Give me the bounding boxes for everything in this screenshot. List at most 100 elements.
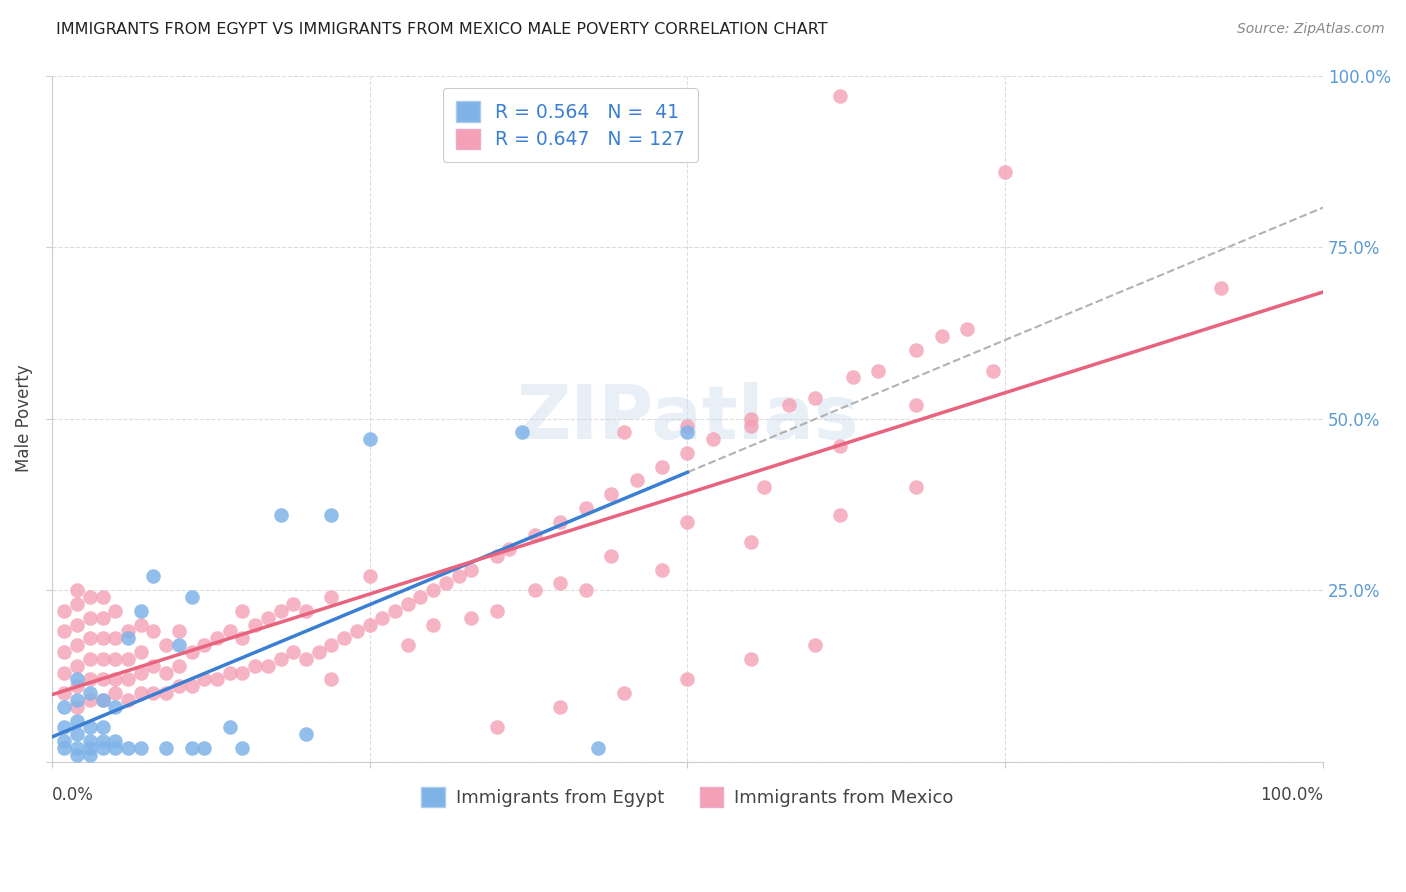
Point <box>359 569 381 583</box>
Point <box>434 576 457 591</box>
Point <box>129 686 152 700</box>
Point <box>53 665 76 680</box>
Point <box>66 741 89 756</box>
Point <box>231 604 253 618</box>
Point <box>828 508 851 522</box>
Point <box>485 721 508 735</box>
Point <box>91 741 114 756</box>
Point <box>321 590 343 604</box>
Point <box>66 638 89 652</box>
Point <box>180 679 202 693</box>
Point <box>104 741 127 756</box>
Point <box>283 597 305 611</box>
Point <box>905 343 928 357</box>
Point <box>91 721 114 735</box>
Point <box>346 624 368 639</box>
Point <box>931 329 953 343</box>
Point <box>142 624 165 639</box>
Point <box>257 610 280 624</box>
Point <box>740 652 762 666</box>
Point <box>79 693 101 707</box>
Point <box>359 432 381 446</box>
Point <box>167 638 190 652</box>
Point <box>868 363 890 377</box>
Point <box>91 652 114 666</box>
Point <box>180 741 202 756</box>
Point <box>142 569 165 583</box>
Point <box>575 500 598 515</box>
Legend: Immigrants from Egypt, Immigrants from Mexico: Immigrants from Egypt, Immigrants from M… <box>413 780 960 814</box>
Point <box>460 610 482 624</box>
Point <box>104 652 127 666</box>
Point <box>53 604 76 618</box>
Point <box>308 645 330 659</box>
Point <box>321 673 343 687</box>
Point <box>91 673 114 687</box>
Point <box>243 617 266 632</box>
Point <box>321 638 343 652</box>
Point <box>243 658 266 673</box>
Point <box>66 583 89 598</box>
Point <box>740 418 762 433</box>
Point <box>231 741 253 756</box>
Point <box>359 617 381 632</box>
Point <box>295 652 318 666</box>
Point <box>129 741 152 756</box>
Point <box>104 734 127 748</box>
Point <box>485 549 508 563</box>
Point <box>66 597 89 611</box>
Point <box>270 652 292 666</box>
Point <box>905 398 928 412</box>
Point <box>167 658 190 673</box>
Point <box>676 418 699 433</box>
Point <box>117 693 139 707</box>
Point <box>53 624 76 639</box>
Point <box>205 632 228 646</box>
Point <box>613 686 636 700</box>
Point <box>803 391 825 405</box>
Point <box>828 89 851 103</box>
Point <box>104 699 127 714</box>
Point <box>626 474 648 488</box>
Point <box>384 604 406 618</box>
Point <box>676 673 699 687</box>
Point <box>66 693 89 707</box>
Point <box>422 617 444 632</box>
Point <box>142 658 165 673</box>
Point <box>53 645 76 659</box>
Point <box>117 632 139 646</box>
Point <box>91 590 114 604</box>
Point <box>523 583 546 598</box>
Point <box>371 610 394 624</box>
Point <box>828 439 851 453</box>
Point <box>600 487 623 501</box>
Point <box>155 638 177 652</box>
Point <box>129 665 152 680</box>
Point <box>702 432 724 446</box>
Point <box>231 665 253 680</box>
Point <box>396 638 419 652</box>
Point <box>117 673 139 687</box>
Point <box>257 658 280 673</box>
Point <box>79 590 101 604</box>
Point <box>956 322 979 336</box>
Point <box>498 542 520 557</box>
Point <box>53 741 76 756</box>
Point <box>321 508 343 522</box>
Point <box>218 721 240 735</box>
Point <box>129 604 152 618</box>
Point <box>270 508 292 522</box>
Point <box>117 624 139 639</box>
Point <box>66 747 89 762</box>
Point <box>91 734 114 748</box>
Point <box>66 617 89 632</box>
Point <box>79 686 101 700</box>
Point <box>270 604 292 618</box>
Point <box>104 686 127 700</box>
Point <box>66 699 89 714</box>
Point <box>740 535 762 549</box>
Point <box>994 164 1017 178</box>
Point <box>91 693 114 707</box>
Point <box>91 693 114 707</box>
Point <box>460 563 482 577</box>
